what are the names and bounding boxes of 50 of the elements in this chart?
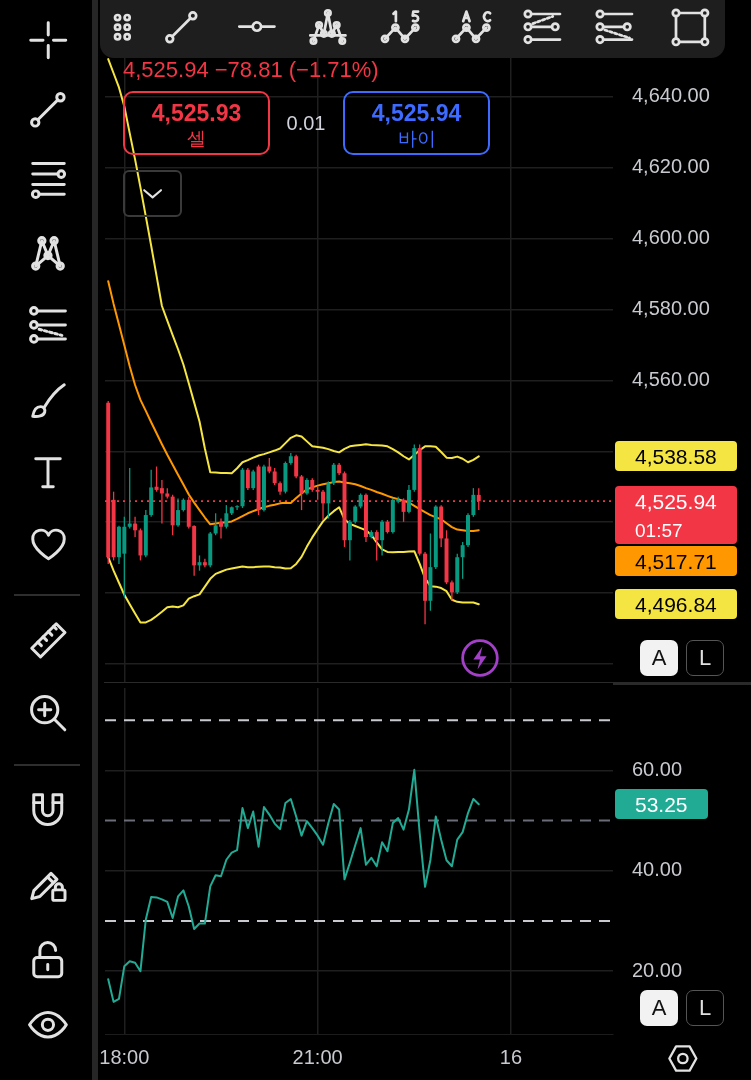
candlestick [235,504,240,511]
y-tick-label: 60.00 [632,757,683,780]
annotation: 바이 [397,128,436,149]
annotation: 4,525.93 [151,100,242,126]
candlestick [471,487,476,518]
candlestick [460,541,465,580]
candlestick [213,512,218,536]
candlestick [406,484,411,514]
candlestick [331,462,336,486]
y-tick-label: 20.00 [632,958,683,981]
y-tick-label: 40.00 [632,858,683,881]
candlestick [294,454,299,479]
toggle-button: L [686,640,724,676]
axis-tag: 4,538.58 [615,441,737,472]
candlestick [347,519,352,562]
x-tick-label: 18:00 [99,1045,150,1068]
axis-tag: 4,496.84 [615,589,737,620]
candlestick [127,467,132,530]
candlestick [219,517,223,540]
ref-line-label: 4,525.94 [635,490,717,514]
buy-button: 4,525.94 바이 [343,91,490,155]
candlestick [353,504,358,525]
candlestick [176,497,181,528]
candlestick [251,469,256,491]
y-tick-label: 4,580.00 [632,297,710,320]
axis-tag: 4,517.71 [615,546,737,577]
candlestick [326,480,331,520]
candlestick [202,557,207,568]
toggle-button: L [686,990,724,1026]
candlestick [449,579,454,602]
candlestick [224,504,229,530]
x-tick-label: 21:00 [292,1045,343,1068]
toggle-button: A [640,990,678,1026]
candlestick [321,489,326,521]
annotation: 4,525.94 [371,100,462,126]
candlestick [245,467,250,491]
y-tick-label: 4,600.00 [632,226,710,249]
toggle-button: A [640,640,678,676]
annotation: 4,525.94 −78.81 (−1.71%) [123,57,379,82]
candlestick [380,519,385,557]
x-tick-label: 16 [499,1045,523,1068]
axis-tag: 4,525.94 01:57 [615,486,737,545]
annotation: 0.01 [286,112,326,134]
y-tick-label: 4,620.00 [632,155,710,178]
annotation: 셀 [187,128,206,149]
axis-tag: 53.25 [615,789,708,820]
y-tick-label: 4,640.00 [632,84,710,107]
candlestick [374,529,379,562]
sell-button: 4,525.93 셀 [123,91,270,155]
y-tick-label: 4,560.00 [632,367,710,390]
